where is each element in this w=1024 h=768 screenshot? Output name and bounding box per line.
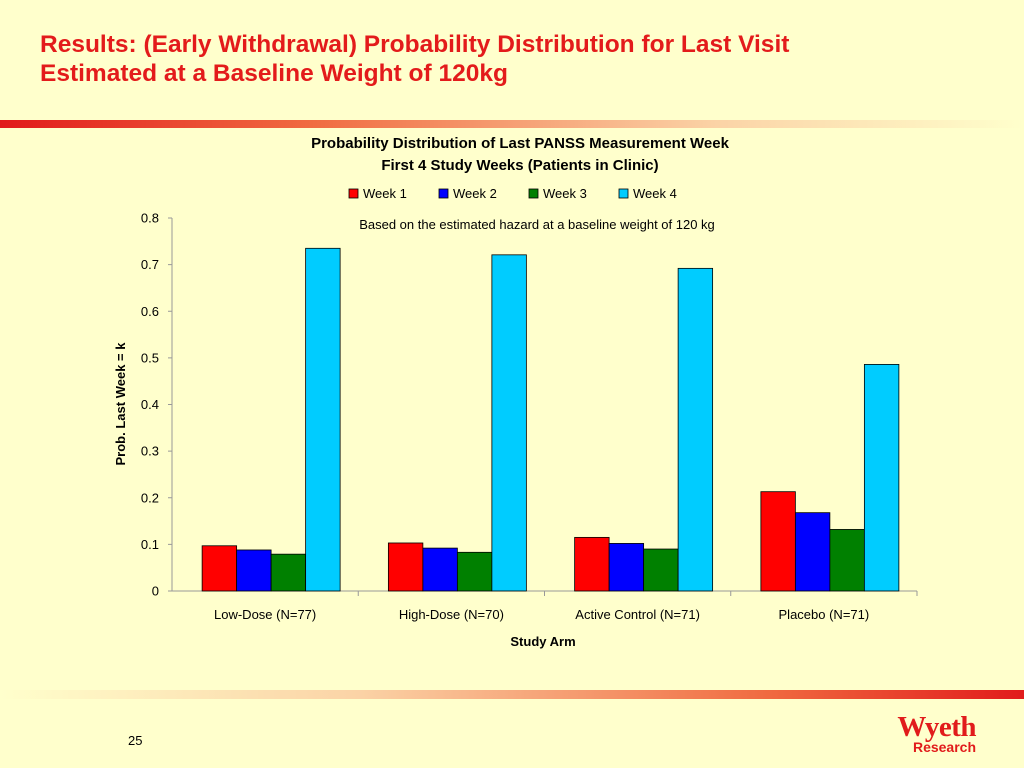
bar-chart: Probability Distribution of Last PANSS M… — [113, 135, 918, 649]
bar-week-3 — [456, 551, 493, 592]
x-tick-label: High-Dose (N=70) — [399, 607, 504, 622]
y-tick-label: 0.5 — [141, 350, 159, 365]
logo-subtext: Research — [913, 739, 976, 755]
page-number: 25 — [128, 733, 143, 748]
y-tick-label: 0.3 — [141, 444, 159, 459]
bar-week-1 — [201, 545, 238, 592]
chart-annotation: Based on the estimated hazard at a basel… — [359, 217, 715, 232]
chart-title: Probability Distribution of Last PANSS M… — [311, 135, 730, 152]
x-axis-label: Study Arm — [510, 634, 575, 649]
x-tick-label: Active Control (N=71) — [575, 607, 700, 622]
y-tick-label: 0 — [152, 584, 159, 599]
slide-title-line-2: Estimated at a Baseline Weight of 120kg — [40, 60, 508, 87]
top-divider — [0, 120, 1024, 128]
bar-week-4 — [305, 247, 341, 592]
legend-label-week-3: Week 3 — [543, 186, 587, 201]
legend-swatch-week-4 — [618, 188, 629, 199]
bar-week-3 — [829, 529, 865, 592]
bar-week-2 — [236, 549, 272, 592]
bar-week-4 — [491, 254, 527, 592]
bar-week-3 — [270, 553, 307, 592]
legend-swatch-week-2 — [438, 188, 449, 199]
y-tick-label: 0.6 — [141, 304, 159, 319]
legend-swatch-week-3 — [528, 188, 539, 199]
x-tick-label: Low-Dose (N=77) — [214, 607, 316, 622]
y-tick-label: 0.1 — [141, 537, 159, 552]
bar-week-2 — [608, 543, 645, 592]
bar-week-4 — [863, 364, 900, 592]
bar-week-2 — [422, 547, 458, 592]
logo-wordmark: Wyeth — [897, 711, 976, 743]
y-tick-label: 0.4 — [141, 397, 159, 412]
bar-week-3 — [643, 548, 679, 592]
legend-label-week-2: Week 2 — [453, 186, 497, 201]
bar-week-2 — [794, 512, 831, 592]
y-tick-label: 0.8 — [141, 211, 159, 226]
y-tick-label: 0.7 — [141, 257, 159, 272]
legend-label-week-4: Week 4 — [633, 186, 677, 201]
y-tick-label: 0.2 — [141, 490, 159, 505]
legend-label-week-1: Week 1 — [363, 186, 407, 201]
y-axis-label: Prob. Last Week = k — [113, 342, 128, 466]
legend-swatch-week-1 — [348, 188, 359, 199]
bottom-divider — [0, 690, 1024, 699]
bar-week-1 — [387, 542, 424, 592]
bar-week-4 — [677, 267, 714, 592]
bar-week-1 — [760, 491, 796, 592]
slide-title: Results: (Early Withdrawal) Probability … — [40, 30, 1000, 88]
bar-week-1 — [574, 536, 610, 592]
chart-subtitle: First 4 Study Weeks (Patients in Clinic) — [381, 157, 658, 174]
x-tick-label: Placebo (N=71) — [779, 607, 870, 622]
wyeth-research-logo: Wyeth Research — [897, 711, 976, 755]
slide-title-line-1: Results: (Early Withdrawal) Probability … — [40, 31, 790, 58]
